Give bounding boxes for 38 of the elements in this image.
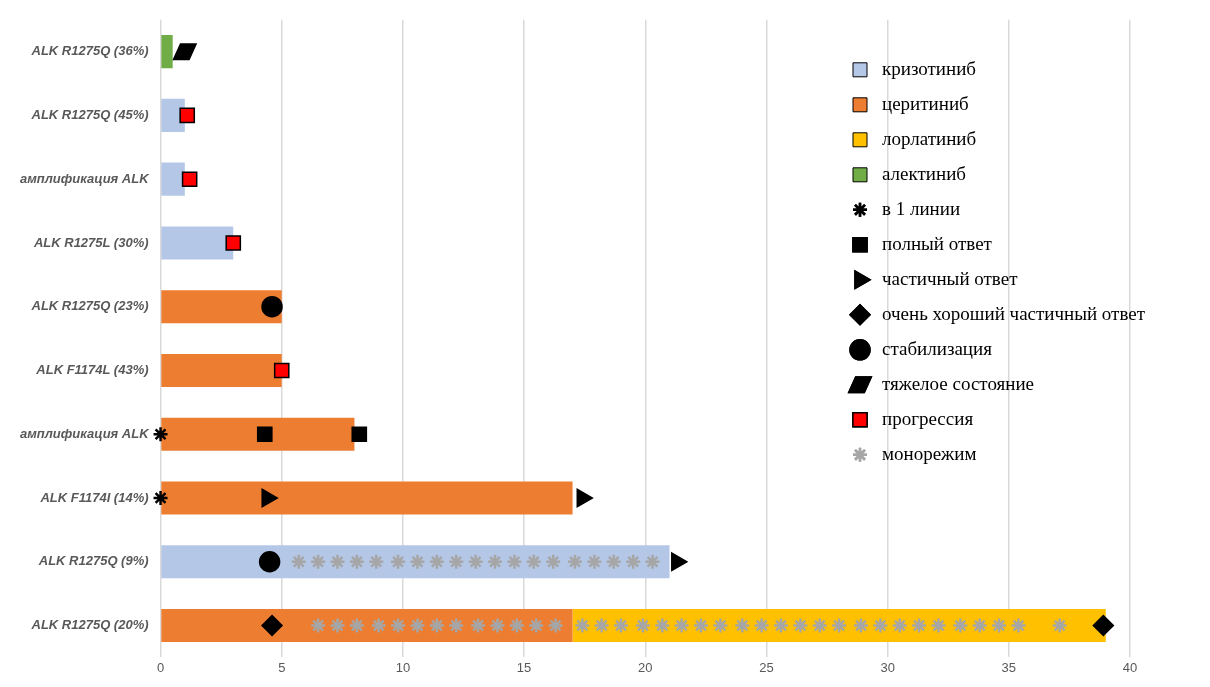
legend-label: прогрессия: [882, 407, 974, 429]
legend-label: в 1 линии: [882, 197, 961, 219]
y-tick-label: ALK R1275Q (36%): [30, 43, 149, 59]
y-tick-label: ALK F1174I (14%): [39, 489, 149, 505]
x-tick-label: 20: [638, 659, 653, 675]
y-tick-label: ALK R1275Q (23%): [30, 298, 149, 314]
legend-label: монорежим: [882, 442, 977, 464]
y-tick-label: амплификация ALK: [20, 170, 151, 186]
x-tick-label: 5: [278, 659, 286, 675]
x-tick-label: 25: [759, 659, 774, 675]
y-tick-label: амплификация ALK: [20, 425, 151, 441]
legend-label: кризотиниб: [882, 57, 977, 79]
legend-label: полный ответ: [882, 232, 993, 254]
x-tick-label: 35: [1001, 659, 1017, 675]
x-tick-label: 30: [880, 659, 895, 675]
legend-label: тяжелое состояние: [882, 372, 1035, 394]
y-tick-label: ALK F1174L (43%): [35, 362, 149, 378]
legend-label: церитиниб: [882, 92, 969, 114]
x-tick-label: 15: [516, 659, 532, 675]
x-tick-label: 40: [1122, 659, 1138, 675]
y-tick-label: ALK R1275Q (20%): [30, 617, 149, 633]
y-tick-label: ALK R1275Q (45%): [30, 107, 149, 123]
x-tick-label: 10: [395, 659, 411, 675]
x-tick-label: 0: [156, 659, 165, 675]
bar: [161, 226, 234, 260]
y-tick-label: ALK R1275Q (9%): [37, 553, 149, 569]
legend-label: стабилизация: [882, 337, 993, 359]
y-tick-label: ALK R1275L (30%): [32, 234, 149, 250]
bar: [161, 353, 282, 388]
bar: [161, 417, 355, 451]
bar: [161, 35, 173, 69]
legend-label: лорлатиниб: [882, 127, 977, 149]
bar: [161, 162, 185, 196]
legend-label: частичный ответ: [882, 267, 1019, 289]
bar: [161, 481, 573, 515]
legend-label: очень хороший частичный ответ: [882, 302, 1146, 324]
bar: [161, 290, 282, 324]
legend-label: алектиниб: [882, 162, 966, 184]
